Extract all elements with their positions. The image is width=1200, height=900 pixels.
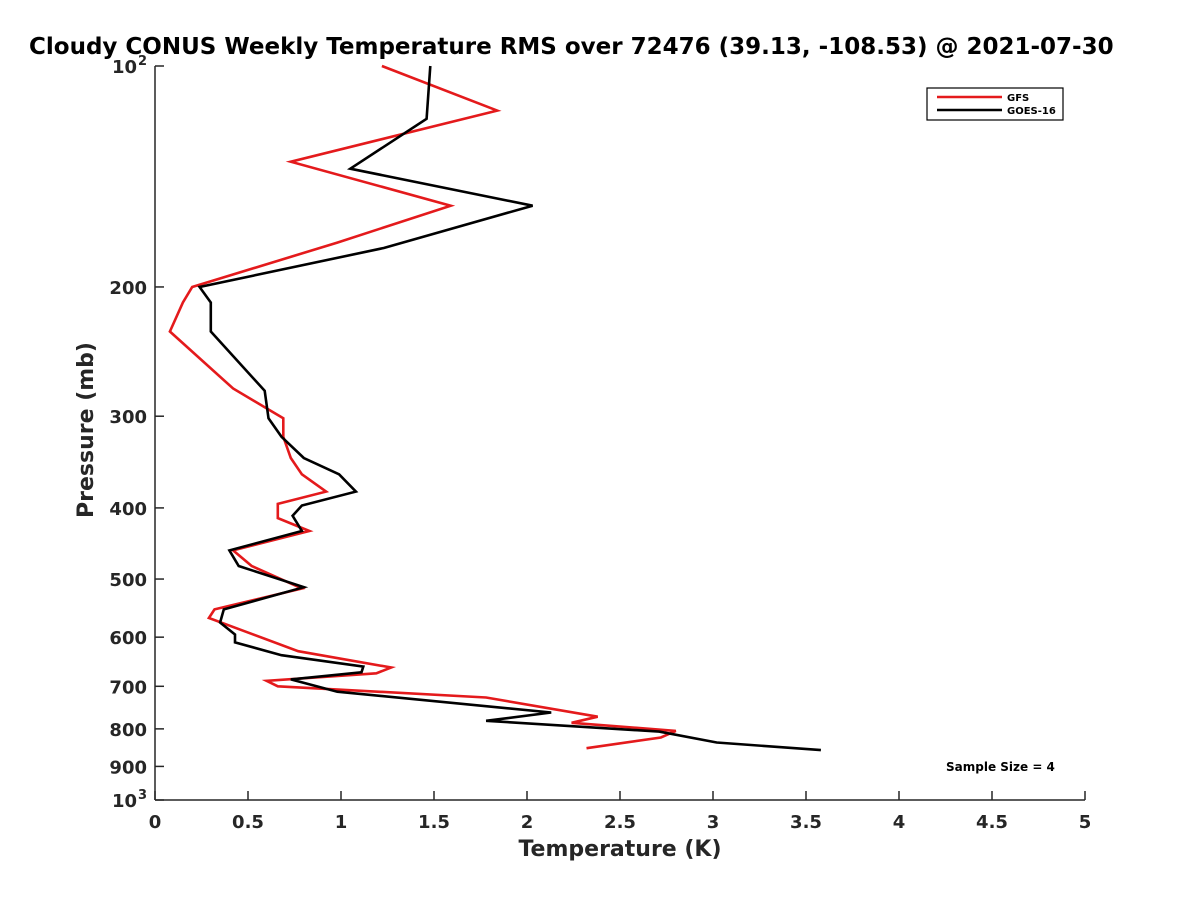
y-tick-label: 600	[109, 628, 147, 649]
x-tick-label: 1.5	[418, 812, 450, 833]
x-tick-label: 0.5	[232, 812, 264, 833]
legend-label: GFS	[1007, 93, 1029, 104]
y-tick-label: 400	[109, 499, 147, 520]
x-axis-label: Temperature (K)	[518, 837, 721, 862]
x-tick-label: 2	[521, 812, 534, 833]
x-tick-label: 2.5	[604, 812, 636, 833]
series-lines	[168, 64, 821, 752]
y-tick-label: 900	[109, 757, 147, 778]
legend: GFS GOES-16	[926, 87, 1064, 121]
y-tick-label: 10	[112, 57, 137, 78]
chart-title: Cloudy CONUS Weekly Temperature RMS over…	[29, 34, 1114, 60]
legend-box	[926, 87, 1064, 121]
x-tick-label: 3	[707, 812, 720, 833]
x-tick-label: 5	[1079, 812, 1092, 833]
y-tick-exponent: 3	[138, 788, 147, 803]
series-line-gfs	[168, 64, 677, 750]
x-tick-label: 1	[335, 812, 348, 833]
y-tick-exponent: 2	[138, 54, 147, 69]
y-tick-label: 800	[109, 720, 147, 741]
legend-label: GOES-16	[1007, 106, 1056, 117]
y-axis-label: Pressure (mb)	[74, 342, 99, 518]
y-tick-label: 500	[109, 570, 147, 591]
x-tick-label: 4	[893, 812, 906, 833]
y-tick-label: 700	[109, 677, 147, 698]
x-tick-label: 4.5	[976, 812, 1008, 833]
x-axis-ticks: 0 0.5 1 1.5 2 2.5 3 3.5 4 4.5 5	[149, 791, 1092, 833]
y-tick-label: 300	[109, 407, 147, 428]
y-tick-label: 10	[112, 791, 137, 812]
series-line-goes-16	[197, 65, 821, 752]
sample-size-annotation: Sample Size = 4	[946, 760, 1055, 774]
x-tick-label: 3.5	[790, 812, 822, 833]
plot-area: 0 0.5 1 1.5 2 2.5 3 3.5 4 4.5 5 10 2200300400500600…	[109, 54, 1091, 833]
x-tick-label: 0	[149, 812, 162, 833]
y-tick-label: 200	[109, 278, 147, 299]
